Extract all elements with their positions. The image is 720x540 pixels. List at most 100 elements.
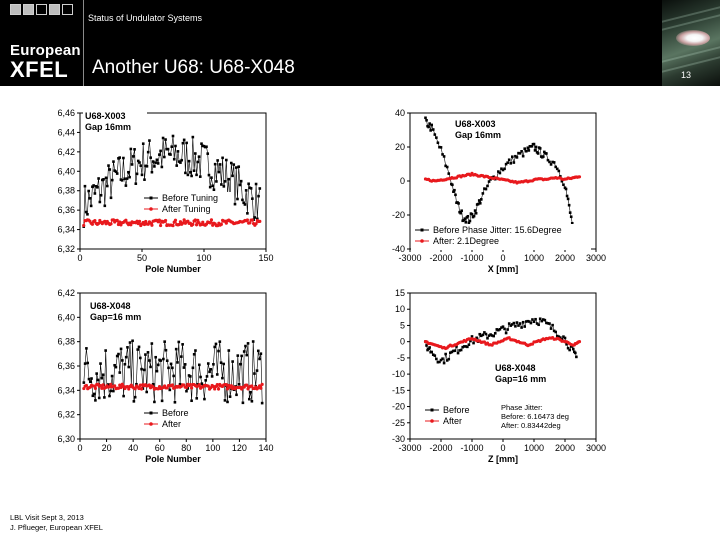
data-point: [135, 172, 139, 176]
data-point: [85, 347, 88, 350]
data-point: [487, 180, 491, 183]
data-point: [209, 368, 213, 371]
data-point: [225, 158, 228, 162]
brand-european: European: [10, 42, 81, 59]
legend-bg: [140, 407, 198, 433]
data-point: [442, 361, 446, 365]
data-point: [474, 211, 478, 215]
x-tick-label: 1000: [524, 253, 544, 263]
data-point: [431, 353, 435, 356]
data-point: [194, 152, 197, 155]
data-point: [207, 173, 211, 177]
legend-marker: [149, 196, 153, 200]
data-point: [163, 218, 168, 223]
data-point: [98, 200, 102, 204]
data-point: [467, 221, 471, 225]
legend-entry: Before: [162, 408, 189, 418]
data-point: [83, 184, 87, 188]
data-point: [569, 215, 573, 219]
data-point: [515, 156, 519, 159]
data-point: [521, 154, 525, 158]
data-point: [186, 173, 190, 177]
data-point: [144, 353, 147, 356]
data-point: [191, 135, 195, 139]
legend-entry: After Tuning: [162, 204, 211, 214]
data-point: [163, 155, 166, 159]
data-point: [118, 371, 122, 374]
data-point: [193, 218, 197, 222]
data-point: [523, 147, 526, 150]
x-tick-label: 100: [196, 253, 211, 263]
data-point: [191, 222, 195, 226]
data-point: [169, 362, 173, 366]
x-tick-label: 3000: [586, 253, 606, 263]
data-point: [470, 335, 474, 338]
data-point: [140, 367, 143, 371]
data-point: [197, 383, 201, 387]
x-tick-label: -1000: [460, 443, 483, 453]
data-point: [88, 197, 92, 200]
data-point: [221, 156, 224, 160]
data-point: [489, 333, 492, 336]
data-point: [177, 340, 181, 344]
data-point: [551, 323, 554, 327]
data-point: [534, 317, 537, 321]
data-point: [514, 325, 517, 328]
data-point: [560, 337, 564, 341]
series-points: [82, 382, 264, 391]
data-point: [224, 383, 228, 387]
data-point: [545, 321, 548, 325]
data-point: [537, 323, 540, 327]
data-point: [223, 399, 227, 402]
data-point: [457, 202, 460, 205]
data-point: [224, 221, 228, 225]
x-tick-label: 100: [205, 443, 220, 453]
data-point: [555, 167, 559, 171]
data-point: [462, 218, 466, 222]
data-point: [235, 393, 238, 397]
data-point: [438, 360, 441, 364]
x-tick-label: 2000: [555, 253, 575, 263]
data-point: [453, 188, 456, 192]
data-point: [456, 351, 460, 355]
data-point: [546, 322, 550, 325]
data-point: [245, 353, 249, 357]
data-point: [469, 339, 472, 343]
data-point: [241, 198, 244, 202]
legend-marker: [430, 408, 434, 412]
y-tick-label: 6,38: [57, 337, 75, 347]
data-point: [109, 196, 113, 200]
data-point: [132, 155, 135, 158]
data-point: [241, 401, 245, 405]
data-point: [475, 336, 478, 340]
data-point: [174, 144, 177, 148]
data-point: [137, 386, 141, 391]
data-point: [483, 331, 486, 334]
data-point: [94, 399, 97, 402]
data-point: [452, 190, 455, 193]
data-point: [438, 145, 441, 149]
data-point: [567, 203, 571, 207]
data-point: [184, 385, 189, 389]
data-point: [182, 366, 186, 369]
data-point: [466, 345, 469, 349]
data-point: [84, 210, 88, 214]
legend-entry: After: [162, 419, 181, 429]
data-point: [93, 192, 97, 195]
x-tick-label: 80: [181, 443, 191, 453]
data-point: [216, 159, 219, 162]
data-point: [119, 385, 123, 390]
chart-subtitle: Gap 16mm: [85, 122, 131, 132]
data-point: [493, 332, 497, 335]
data-point: [213, 387, 217, 391]
x-tick-label: 150: [258, 253, 273, 263]
data-point: [533, 149, 537, 152]
data-point: [554, 165, 557, 169]
data-point: [133, 395, 137, 399]
data-point: [428, 122, 431, 125]
data-point: [131, 339, 134, 343]
data-point: [173, 400, 177, 404]
